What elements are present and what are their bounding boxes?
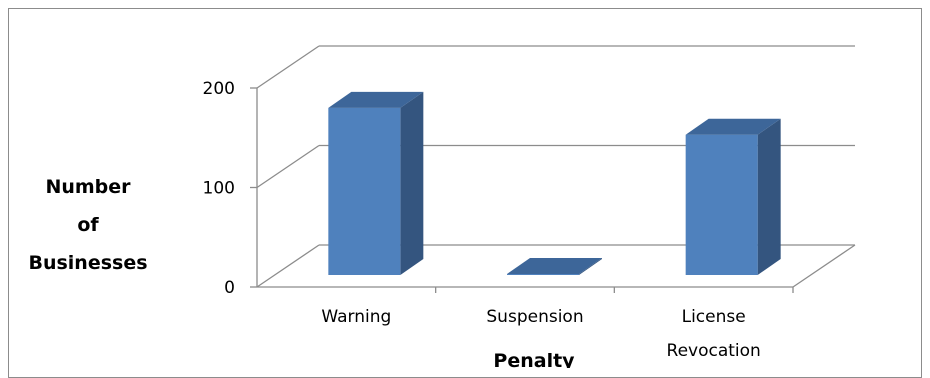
bar-top <box>328 91 424 108</box>
bar-front <box>685 134 758 275</box>
bar-license-revocation <box>685 118 781 275</box>
bar-top <box>685 118 781 135</box>
category-label: Suspension <box>486 307 583 327</box>
y-axis-title: Number of Businesses <box>28 176 147 274</box>
bar-side <box>757 118 781 275</box>
bar-side <box>579 258 602 275</box>
y-tick-label: 200 <box>203 79 235 99</box>
y-axis-ticks: 0 100 200 <box>203 79 794 298</box>
gridline-side <box>256 244 320 288</box>
y-tick-label: 0 <box>224 278 235 298</box>
bar-warning <box>328 91 424 275</box>
category-labels: Warning Suspension License Revocation <box>321 307 760 361</box>
bar-front <box>328 107 401 275</box>
bar-front <box>507 274 579 275</box>
bar-side <box>400 91 424 275</box>
bar-chart: 0 100 200 Warning Suspension License Revocati… <box>28 45 856 368</box>
category-label: Warning <box>321 307 391 327</box>
category-label: License Revocation <box>667 307 761 361</box>
bars <box>328 91 781 275</box>
y-tick-label: 100 <box>203 179 235 199</box>
gridline-side <box>256 45 320 89</box>
gridline-side <box>256 144 320 189</box>
floor-right-edge <box>792 244 856 288</box>
bar-suspension <box>507 258 602 275</box>
x-axis-title: Penalty <box>493 350 575 368</box>
bar-top <box>507 258 602 275</box>
